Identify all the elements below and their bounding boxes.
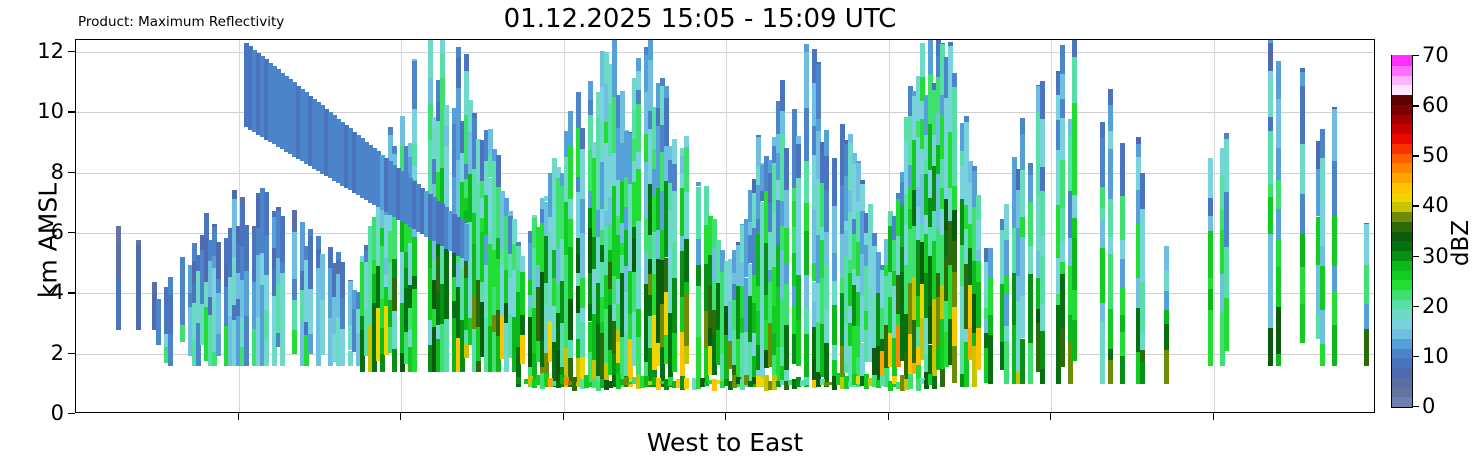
gridline-vertical bbox=[239, 40, 240, 412]
colorbar-band bbox=[1392, 347, 1412, 359]
figure-title: 01.12.2025 15:05 - 15:09 UTC bbox=[503, 4, 897, 34]
colorbar-band bbox=[1392, 74, 1412, 86]
colorbar-band bbox=[1392, 65, 1412, 76]
colorbar-band bbox=[1392, 357, 1412, 368]
colorbar-tick-mark bbox=[1413, 355, 1419, 358]
colorbar-band bbox=[1392, 182, 1412, 193]
colorbar-band bbox=[1392, 396, 1412, 407]
colorbar-band bbox=[1392, 191, 1412, 203]
colorbar-band bbox=[1392, 240, 1412, 251]
colorbar-band bbox=[1392, 172, 1412, 183]
colorbar-band bbox=[1392, 279, 1412, 290]
plot-area[interactable] bbox=[75, 39, 1375, 413]
gridline-horizontal bbox=[76, 172, 1374, 174]
y-tick-mark bbox=[68, 111, 75, 113]
y-tick-label: 6 bbox=[50, 220, 64, 245]
colorbar-tick-mark bbox=[1413, 155, 1419, 157]
y-tick-label: 10 bbox=[37, 99, 64, 124]
gridline-horizontal bbox=[76, 112, 1374, 114]
colorbar-tick-label: 10 bbox=[1422, 343, 1449, 368]
colorbar-axis-label: dBZ bbox=[1448, 219, 1474, 267]
y-tick-label: 4 bbox=[50, 280, 64, 305]
colorbar-band bbox=[1392, 386, 1412, 398]
colorbar-band bbox=[1392, 289, 1412, 300]
colorbar[interactable] bbox=[1391, 55, 1413, 408]
y-tick-mark bbox=[68, 171, 75, 174]
colorbar-tick-label: 40 bbox=[1422, 193, 1449, 218]
colorbar-band bbox=[1392, 230, 1412, 242]
colorbar-band bbox=[1392, 211, 1412, 222]
y-tick-mark bbox=[68, 292, 75, 294]
colorbar-tick-mark bbox=[1413, 205, 1419, 207]
colorbar-band bbox=[1392, 94, 1412, 105]
colorbar-band bbox=[1392, 377, 1412, 388]
colorbar-band bbox=[1392, 221, 1412, 232]
gridline-vertical bbox=[1051, 40, 1052, 412]
colorbar-band bbox=[1392, 133, 1412, 144]
colorbar-band bbox=[1392, 201, 1412, 212]
x-tick-mark bbox=[563, 413, 565, 420]
colorbar-band bbox=[1392, 55, 1412, 66]
colorbar-band bbox=[1392, 250, 1412, 261]
colorbar-band bbox=[1392, 308, 1412, 320]
gridline-horizontal bbox=[76, 52, 1374, 54]
x-tick-mark bbox=[888, 413, 890, 420]
colorbar-tick-label: 0 bbox=[1422, 394, 1436, 418]
x-tick-mark bbox=[725, 413, 727, 420]
colorbar-band bbox=[1392, 152, 1412, 164]
y-tick-mark bbox=[68, 51, 75, 53]
colorbar-tick-label: 30 bbox=[1422, 243, 1449, 268]
y-tick-label: 0 bbox=[50, 401, 64, 425]
product-label: Product: Maximum Reflectivity bbox=[78, 14, 285, 30]
colorbar-tick-label: 70 bbox=[1422, 43, 1449, 67]
colorbar-tick-mark bbox=[1413, 255, 1419, 257]
gridline-vertical bbox=[1214, 40, 1215, 412]
colorbar-band bbox=[1392, 162, 1412, 173]
colorbar-tick-label: 60 bbox=[1422, 93, 1449, 118]
y-tick-label: 2 bbox=[50, 340, 64, 365]
colorbar-tick-label: 50 bbox=[1422, 143, 1449, 168]
colorbar-band bbox=[1392, 84, 1412, 95]
x-tick-mark bbox=[1213, 413, 1215, 420]
colorbar-tick-mark bbox=[1413, 105, 1419, 107]
y-tick-label: 8 bbox=[50, 159, 64, 184]
x-tick-mark bbox=[238, 413, 240, 420]
x-axis-label: West to East bbox=[646, 428, 804, 457]
colorbar-band bbox=[1392, 328, 1412, 339]
y-tick-mark bbox=[68, 352, 75, 355]
y-tick-mark bbox=[68, 232, 75, 234]
colorbar-band bbox=[1392, 269, 1412, 281]
x-tick-mark bbox=[1050, 413, 1052, 420]
reflectivity-data-layer bbox=[76, 40, 1374, 412]
colorbar-tick-mark bbox=[1413, 55, 1419, 57]
colorbar-band bbox=[1392, 123, 1412, 134]
colorbar-band bbox=[1392, 338, 1412, 349]
colorbar-band bbox=[1392, 143, 1412, 154]
colorbar-band bbox=[1392, 318, 1412, 329]
colorbar-tick-label: 20 bbox=[1422, 293, 1449, 318]
gridline-vertical bbox=[726, 40, 727, 412]
x-tick-mark bbox=[400, 413, 402, 420]
colorbar-band bbox=[1392, 260, 1412, 271]
gridline-horizontal bbox=[76, 233, 1374, 235]
colorbar-band bbox=[1392, 113, 1412, 125]
y-tick-mark bbox=[68, 413, 75, 415]
colorbar-band bbox=[1392, 299, 1412, 310]
colorbar-tick-mark bbox=[1413, 305, 1419, 308]
y-tick-label: 12 bbox=[37, 39, 64, 64]
colorbar-tick-mark bbox=[1413, 406, 1419, 408]
colorbar-band bbox=[1392, 367, 1412, 378]
colorbar-band bbox=[1392, 104, 1412, 115]
